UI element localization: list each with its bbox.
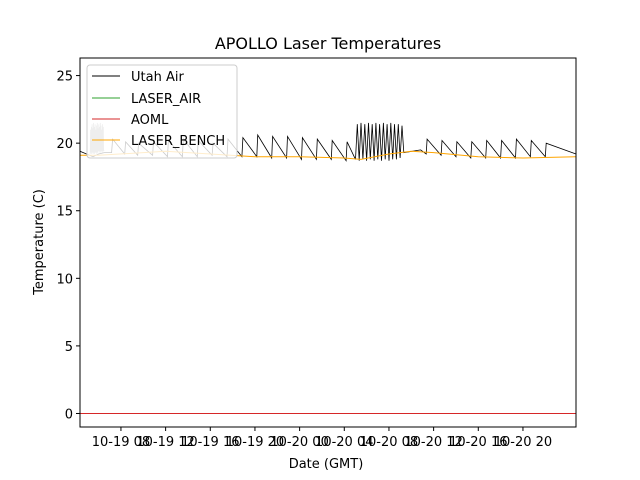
x-tick-label: 10-20 04 [315, 435, 373, 450]
x-tick-label: 10-20 08 [360, 435, 418, 450]
y-tick-label: 20 [56, 137, 73, 152]
legend: Utah Air LASER_AIR AOML LASER_BENCH [86, 64, 238, 159]
x-tick-label: 10-19 20 [226, 435, 284, 450]
x-tick-label: 10-19 12 [136, 435, 194, 450]
y-tick-label: 10 [56, 272, 73, 287]
chart-title: APOLLO Laser Temperatures [215, 34, 441, 53]
axes-frame [79, 57, 577, 428]
x-tick-label: 10-20 16 [449, 435, 507, 450]
y-tick-label: 0 [65, 407, 73, 422]
y-tick-label: 25 [56, 70, 73, 85]
y-axis: 0 5 10 15 20 25 [56, 70, 80, 422]
legend-box [86, 64, 238, 159]
x-axis-label: Date (GMT) [289, 457, 364, 472]
x-tick-label: 10-20 12 [404, 435, 462, 450]
legend-label-utah-air: Utah Air [131, 70, 184, 85]
x-tick-label: 10-19 16 [181, 435, 239, 450]
legend-label-laser-air: LASER_AIR [131, 92, 201, 107]
legend-label-laser-bench: LASER_BENCH [131, 134, 225, 149]
y-tick-label: 15 [56, 205, 73, 220]
x-tick-label: 10-19 08 [92, 435, 150, 450]
x-tick-label: 10-20 20 [494, 435, 552, 450]
x-tick-label: 10-20 00 [270, 435, 328, 450]
legend-label-aoml: AOML [131, 113, 169, 128]
y-tick-label: 5 [65, 340, 73, 355]
y-axis-label: Temperature (C) [32, 189, 47, 296]
